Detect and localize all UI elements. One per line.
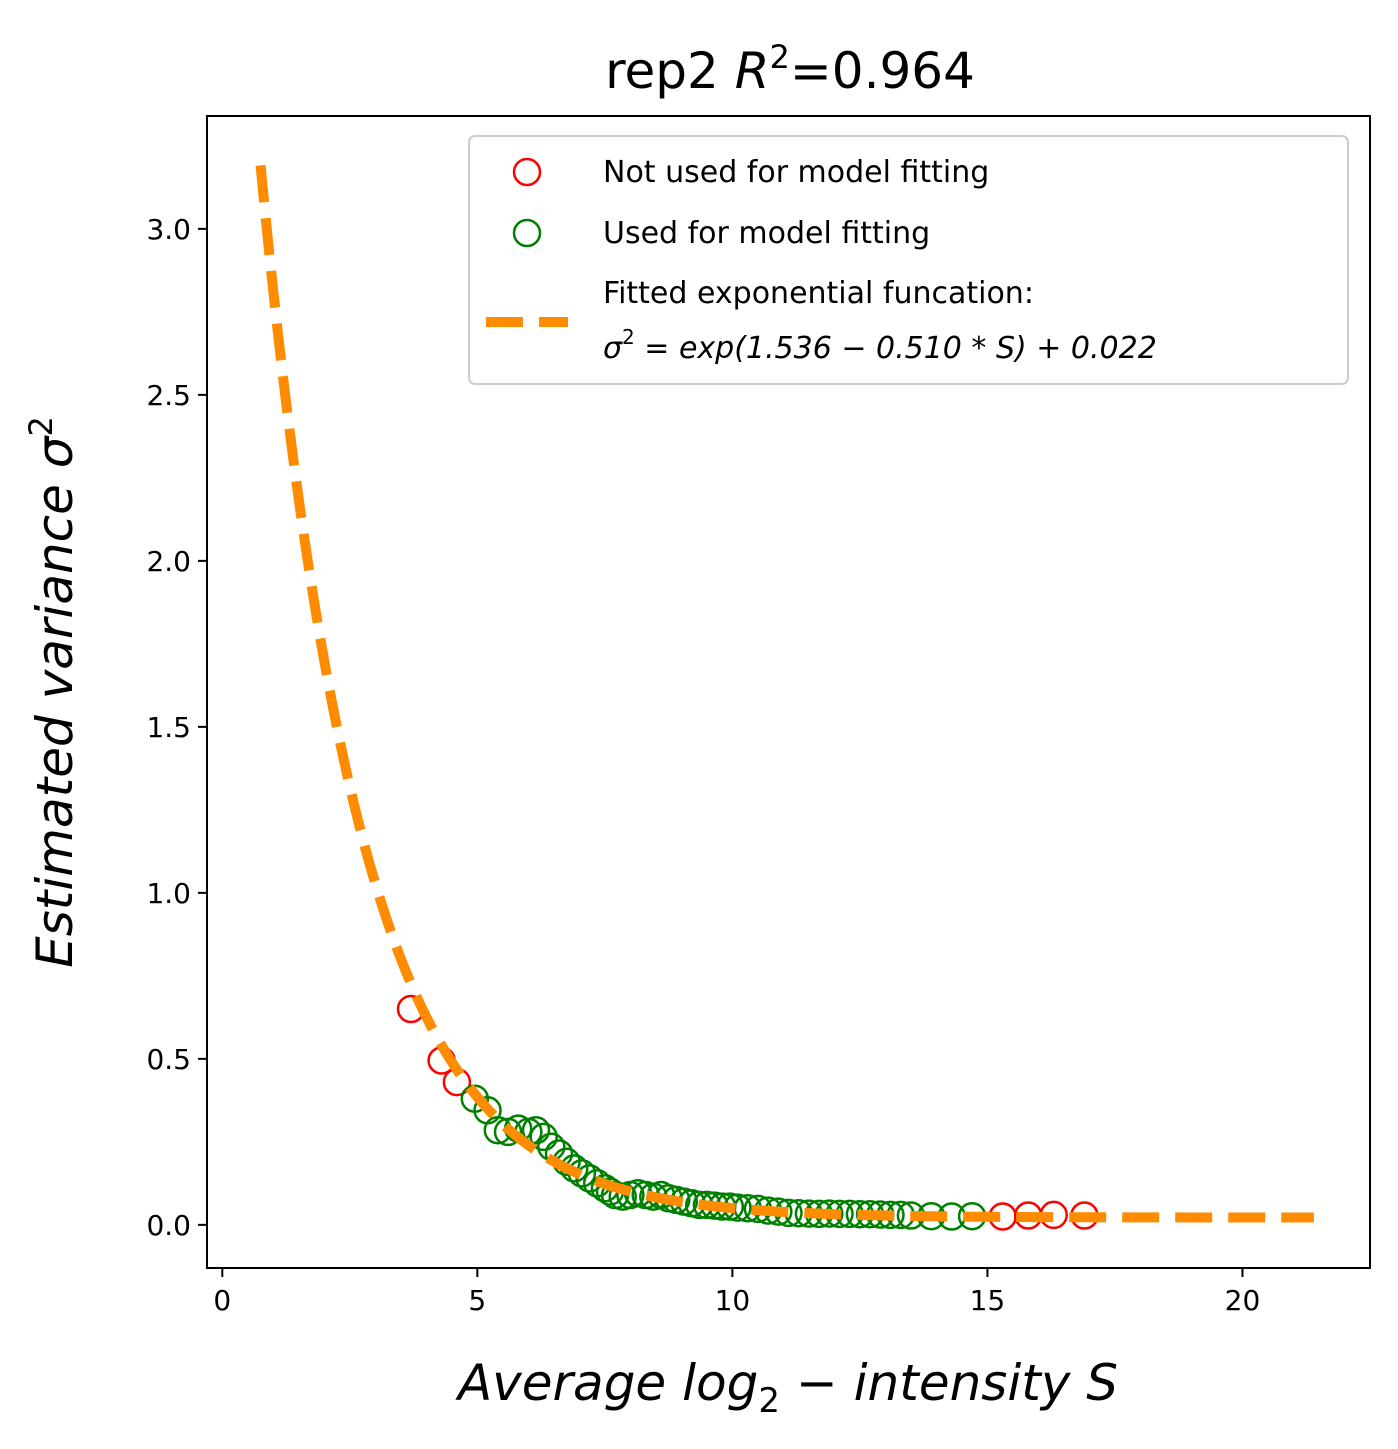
chart-title-prefix: rep2	[605, 42, 735, 100]
y-axis-label-sup: 2	[22, 416, 60, 436]
legend-fit-sup: 2	[622, 325, 635, 349]
x-tick-label: 0	[213, 1284, 231, 1317]
legend-marker-used	[512, 218, 542, 248]
chart-title-sup: 2	[770, 38, 790, 76]
fitted-curve	[255, 164, 1314, 1223]
legend-label-fit-line1: Fitted exponential funcation:	[603, 276, 1034, 311]
legend-marker-not-used	[512, 157, 542, 187]
y-axis-label: Estimated variance σ2	[22, 416, 84, 968]
legend-fit-formula: = exp(1.536 − 0.510 * S) + 0.022	[635, 331, 1157, 366]
x-tick-label: 20	[1225, 1284, 1261, 1317]
legend-label-not-used: Not used for model fitting	[603, 155, 989, 190]
legend-label-used: Used for model fitting	[603, 216, 930, 251]
y-tick-label: 0.5	[146, 1043, 191, 1076]
y-tick-label: 2.5	[146, 379, 191, 412]
x-axis-label-sub: 2	[758, 1381, 780, 1421]
chart-title: rep2 R2=0.964	[605, 38, 975, 100]
data-layer	[255, 164, 1314, 1231]
x-tick-label: 15	[970, 1284, 1006, 1317]
plot-area: 0 5 10 15 20 0.0 0.5 1.0 1.5 2.0 2.5 3.0	[146, 115, 1371, 1317]
x-tick-label: 10	[715, 1284, 751, 1317]
legend-box	[468, 135, 1349, 385]
legend-label-fit-line2: σ2 = exp(1.536 − 0.510 * S) + 0.022	[603, 325, 1157, 366]
x-axis-label-rest: − intensity S	[780, 1354, 1118, 1412]
scatter-point-used	[521, 1115, 551, 1145]
legend-fit-sigma: σ	[603, 331, 623, 366]
x-tick-label: 5	[468, 1284, 486, 1317]
y-tick-label: 1.0	[146, 877, 191, 910]
scatter-point-used	[529, 1122, 558, 1152]
chart-title-value: =0.964	[790, 42, 975, 100]
y-tick-label: 3.0	[146, 213, 191, 246]
chart-title-r: R	[735, 42, 770, 100]
y-tick-label: 1.5	[146, 711, 191, 744]
legend: Not used for model fitting Used for model…	[468, 135, 1349, 385]
x-axis-label-main: Average log	[455, 1354, 758, 1412]
y-tick-label: 2.0	[146, 545, 191, 578]
axes-frame	[206, 115, 1371, 1269]
y-tick-label: 0.0	[146, 1209, 191, 1242]
y-axis-label-main: Estimated variance σ	[26, 435, 84, 968]
x-axis-label: Average log2 − intensity S	[455, 1354, 1118, 1421]
